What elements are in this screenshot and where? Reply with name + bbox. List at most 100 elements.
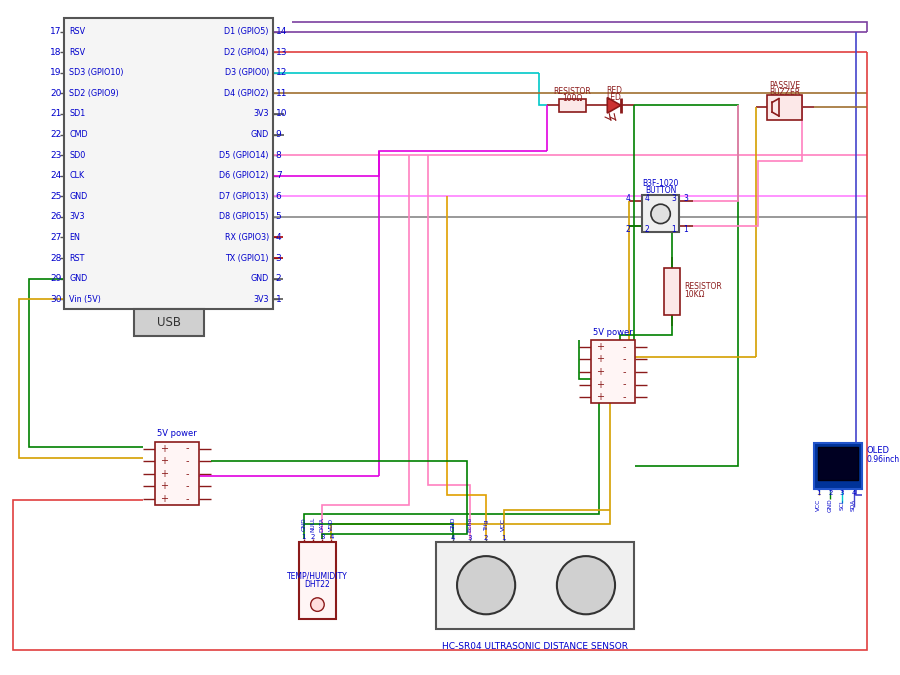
Text: D6 (GPIO12): D6 (GPIO12) xyxy=(220,171,269,180)
Text: CMD: CMD xyxy=(69,130,88,139)
Text: 3: 3 xyxy=(840,490,844,496)
Text: BUTTON: BUTTON xyxy=(645,186,676,195)
Text: HC-SR04 ULTRASONIC DISTANCE SENSOR: HC-SR04 ULTRASONIC DISTANCE SENSOR xyxy=(442,642,627,651)
Text: RED: RED xyxy=(606,86,622,95)
Text: SD1: SD1 xyxy=(69,109,86,119)
Text: GND: GND xyxy=(69,192,87,200)
Text: -: - xyxy=(185,468,189,479)
Text: -: - xyxy=(185,481,189,491)
Text: +: + xyxy=(160,494,168,504)
Text: 14: 14 xyxy=(275,27,287,36)
Text: +: + xyxy=(597,392,605,402)
Text: RST: RST xyxy=(69,254,85,263)
Text: VCC: VCC xyxy=(501,518,506,531)
Text: 1: 1 xyxy=(501,535,506,541)
Text: 22: 22 xyxy=(50,130,61,139)
Bar xyxy=(155,441,199,505)
Text: 4: 4 xyxy=(329,534,334,540)
Text: 2: 2 xyxy=(644,225,649,234)
Text: 100Ω: 100Ω xyxy=(562,94,582,103)
Text: D3 (GPIO0): D3 (GPIO0) xyxy=(225,68,269,78)
Text: D4 (GPIO2): D4 (GPIO2) xyxy=(224,89,269,98)
Text: 5V power: 5V power xyxy=(157,429,197,439)
Text: GND: GND xyxy=(251,274,269,283)
Text: 3V3: 3V3 xyxy=(69,213,85,221)
Text: 10KΩ: 10KΩ xyxy=(684,290,705,299)
Text: 9: 9 xyxy=(275,130,282,139)
Text: 4: 4 xyxy=(451,535,455,541)
Text: GND: GND xyxy=(451,517,455,531)
Text: BUZZER: BUZZER xyxy=(770,88,800,97)
Text: +: + xyxy=(160,481,168,491)
Text: 10: 10 xyxy=(275,109,287,119)
Text: 3V3: 3V3 xyxy=(254,295,269,304)
Text: 23: 23 xyxy=(50,151,61,159)
Bar xyxy=(436,541,634,629)
Text: -: - xyxy=(622,379,626,389)
Text: 8: 8 xyxy=(275,151,282,159)
Text: 3: 3 xyxy=(275,254,282,263)
Text: RX (GPIO3): RX (GPIO3) xyxy=(225,233,269,242)
Text: RESISTOR: RESISTOR xyxy=(684,282,722,291)
Bar xyxy=(134,309,204,336)
Circle shape xyxy=(651,205,670,223)
Text: 0.96inch: 0.96inch xyxy=(866,455,899,464)
Text: Vin (5V): Vin (5V) xyxy=(69,295,101,304)
Text: D7 (GPIO13): D7 (GPIO13) xyxy=(220,192,269,200)
Text: 18: 18 xyxy=(50,48,61,57)
Text: 13: 13 xyxy=(275,48,287,57)
Text: -: - xyxy=(622,392,626,402)
Text: +: + xyxy=(160,443,168,454)
Circle shape xyxy=(557,556,615,614)
Text: 1: 1 xyxy=(816,490,821,496)
Text: +: + xyxy=(597,367,605,377)
Text: -: - xyxy=(185,456,189,466)
Text: 3V3: 3V3 xyxy=(254,109,269,119)
Text: TEMP/HUMIDITY: TEMP/HUMIDITY xyxy=(287,571,347,580)
Text: +: + xyxy=(160,456,168,466)
Text: 4: 4 xyxy=(275,233,282,242)
Text: OLED: OLED xyxy=(866,446,889,455)
Text: 19: 19 xyxy=(50,68,61,78)
Text: GND: GND xyxy=(251,130,269,139)
Text: 2: 2 xyxy=(275,274,282,283)
Text: 30: 30 xyxy=(50,295,61,304)
Text: 1: 1 xyxy=(683,225,688,234)
Text: TX (GPIO1): TX (GPIO1) xyxy=(226,254,269,263)
Text: +: + xyxy=(597,342,605,352)
Text: GND: GND xyxy=(302,517,306,531)
Text: 2: 2 xyxy=(484,535,489,541)
Text: GND: GND xyxy=(69,274,87,283)
Text: -: - xyxy=(622,342,626,352)
Text: VCC: VCC xyxy=(816,499,821,511)
Bar xyxy=(643,196,679,232)
Bar xyxy=(590,340,635,403)
Bar xyxy=(814,443,862,489)
Text: 12: 12 xyxy=(275,68,287,78)
Bar xyxy=(299,541,336,619)
Text: SD2 (GPIO9): SD2 (GPIO9) xyxy=(69,89,119,98)
Text: 26: 26 xyxy=(50,213,61,221)
Text: 3: 3 xyxy=(320,534,325,540)
Text: RESISTOR: RESISTOR xyxy=(554,87,591,97)
Text: 5: 5 xyxy=(275,213,282,221)
Text: 7: 7 xyxy=(275,171,282,180)
Text: 1: 1 xyxy=(302,534,306,540)
Text: VDD: VDD xyxy=(329,518,334,531)
Text: 4: 4 xyxy=(851,490,856,496)
Text: 1: 1 xyxy=(275,295,282,304)
Text: 11: 11 xyxy=(275,89,287,98)
Text: 28: 28 xyxy=(50,254,61,263)
Bar xyxy=(65,18,273,309)
Text: 2: 2 xyxy=(626,225,631,234)
Text: 21: 21 xyxy=(50,109,61,119)
Text: EN: EN xyxy=(69,233,80,242)
Text: SD0: SD0 xyxy=(69,151,86,159)
Circle shape xyxy=(310,598,324,612)
Text: 24: 24 xyxy=(50,171,61,180)
Text: D1 (GPIO5): D1 (GPIO5) xyxy=(224,27,269,36)
Text: CLK: CLK xyxy=(69,171,85,180)
Bar xyxy=(768,95,802,120)
Text: DHT22: DHT22 xyxy=(304,580,330,589)
Text: B3F-1020: B3F-1020 xyxy=(643,180,679,188)
